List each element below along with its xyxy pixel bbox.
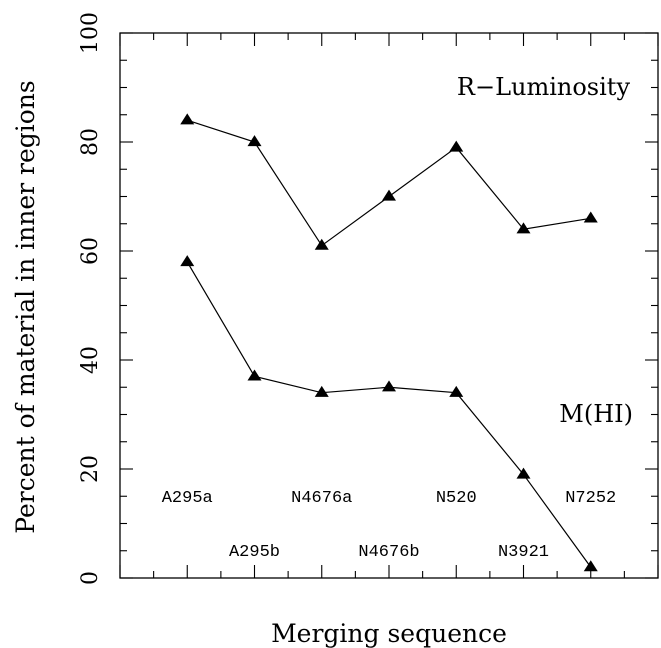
y-tick-label: 20 [78,455,103,483]
series-labels: R−Luminosity M(HI) [457,73,633,428]
y-tick-label: 60 [78,237,103,265]
data-point [382,380,396,392]
category-label: N3921 [498,543,549,562]
data-point [247,369,262,381]
data-point [382,189,396,201]
data-point [314,238,329,250]
category-label: N7252 [565,489,616,508]
series-0 [180,113,598,250]
y-tick-label: 0 [78,571,103,585]
data-point [516,222,531,234]
series-line [187,119,591,247]
series-label: R−Luminosity [457,73,631,101]
data-point [516,467,531,479]
category-label: N520 [436,489,477,508]
data-point [180,113,195,125]
data-point [583,211,598,223]
series-line [186,261,592,568]
y-tick-labels: 0 20 40 60 80 100 [78,12,103,585]
y-tick-label: 100 [78,12,103,54]
category-label: A295b [229,543,280,562]
data-point [314,385,329,397]
category-label: N4676b [358,543,419,562]
data-point [247,135,262,147]
series [180,113,598,572]
series-label: M(HI) [559,400,633,428]
series-1 [180,255,598,572]
axis-ticks [119,32,659,579]
data-point [583,560,598,572]
category-label: A295a [162,489,213,508]
data-point [449,140,464,152]
data-point [180,255,195,267]
category-label: N4676a [291,489,352,508]
x-axis-label: Merging sequence [271,619,507,648]
category-labels: A295a A295b N4676a N4676b N520 N3921 N7252 [162,489,617,562]
y-tick-label: 40 [78,346,103,374]
y-tick-label: 80 [78,128,103,156]
data-point [449,385,464,397]
y-axis-label: Percent of material in inner regions [11,80,40,534]
